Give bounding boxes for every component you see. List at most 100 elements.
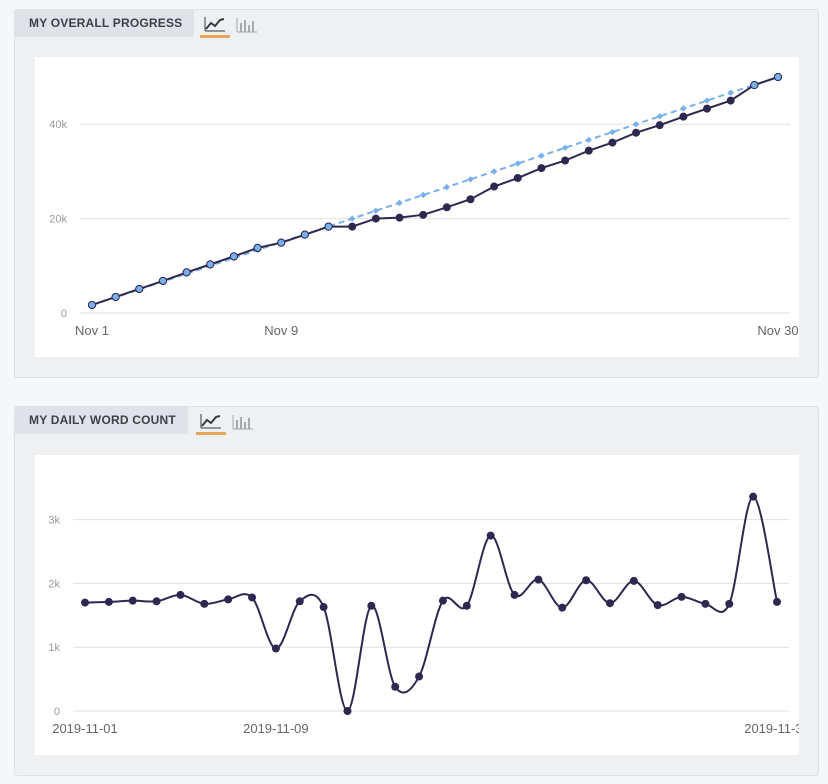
- data-point: [632, 128, 641, 137]
- data-point: [655, 121, 664, 130]
- data-point: [206, 260, 215, 269]
- bar-chart-toggle[interactable]: [228, 409, 258, 435]
- data-point: [371, 214, 380, 223]
- data-point: [605, 599, 614, 608]
- data-point: [182, 268, 191, 277]
- line-chart-toggle[interactable]: [200, 12, 230, 38]
- data-point: [367, 601, 376, 610]
- data-point: [324, 222, 333, 231]
- series-line: [91, 76, 779, 307]
- series-dashed: [88, 73, 782, 309]
- data-point: [87, 300, 97, 310]
- daily-word-count-title: MY DAILY WORD COUNT: [15, 407, 188, 434]
- gridlines: [80, 123, 790, 314]
- overlap-markers: [87, 72, 783, 310]
- data-point: [295, 597, 304, 606]
- line-chart-icon: [204, 16, 225, 31]
- data-point: [442, 203, 451, 212]
- data-point: [727, 89, 734, 96]
- data-point: [419, 191, 427, 199]
- data-point: [609, 128, 616, 136]
- bar-chart-icon: [232, 415, 253, 430]
- x-tick-label: 2019-11-30: [744, 721, 799, 736]
- series-smooth: [81, 492, 781, 715]
- overall-progress-chart-area: 0 20k 40k Nov 1 Nov 9 Nov 30: [35, 57, 799, 357]
- data-point: [773, 597, 781, 606]
- line-chart-icon: [200, 413, 221, 428]
- data-point: [158, 276, 168, 286]
- data-point: [395, 213, 404, 222]
- daily-word-count-chart-area: 0 1k 2k 3k 2019-11-01 2019-11-09 2019-11-30: [35, 455, 810, 755]
- data-point: [677, 592, 686, 601]
- y-tick-label: 0: [61, 308, 67, 320]
- data-point: [701, 599, 710, 608]
- data-point: [462, 601, 471, 610]
- data-point: [372, 207, 380, 214]
- data-point: [128, 596, 137, 605]
- data-point: [104, 597, 113, 606]
- data-point: [443, 183, 451, 191]
- data-point: [277, 238, 286, 247]
- data-point: [466, 195, 475, 204]
- data-point: [224, 595, 233, 604]
- x-tick-label: Nov 30: [757, 323, 798, 338]
- data-point: [725, 599, 734, 608]
- x-tick-label: 2019-11-09: [243, 721, 309, 736]
- data-point: [300, 230, 309, 239]
- data-point: [253, 243, 262, 252]
- series-line: [84, 495, 778, 713]
- data-point: [248, 593, 257, 602]
- data-point: [271, 644, 280, 653]
- data-point: [319, 603, 328, 612]
- data-point: [229, 252, 239, 261]
- y-tick-label: 3k: [48, 515, 60, 527]
- daily-word-count-panel: MY DAILY WORD COUNT 0 1k 2k 3k 2019-11-01 201…: [14, 406, 819, 776]
- data-point: [582, 576, 591, 585]
- data-point: [726, 96, 735, 105]
- data-point: [629, 576, 638, 585]
- data-point: [656, 113, 663, 120]
- data-point: [773, 72, 783, 82]
- data-point: [513, 174, 522, 183]
- data-point: [349, 215, 356, 222]
- data-point: [584, 146, 593, 155]
- data-point: [632, 121, 640, 128]
- data-point: [111, 292, 120, 302]
- data-point: [510, 590, 519, 599]
- data-point: [750, 80, 759, 90]
- overall-progress-title: MY OVERALL PROGRESS: [15, 10, 195, 37]
- overall-progress-panel: MY OVERALL PROGRESS 0 20k 40k Nov 1 Nov 9 Nov…: [14, 9, 819, 378]
- data-point: [415, 672, 424, 681]
- x-tick-label: 2019-11-01: [52, 721, 118, 736]
- data-point: [176, 590, 185, 599]
- data-point: [558, 603, 567, 612]
- data-point: [653, 601, 662, 610]
- y-tick-label: 0: [54, 706, 60, 718]
- data-point: [467, 176, 474, 183]
- bar-chart-toggle[interactable]: [232, 12, 262, 38]
- data-point: [81, 598, 89, 607]
- overall-progress-chart: 0 20k 40k Nov 1 Nov 9 Nov 30: [49, 72, 799, 338]
- line-chart-toggle[interactable]: [196, 409, 226, 435]
- series-line: [91, 76, 779, 306]
- bar-chart-icon: [236, 18, 257, 33]
- x-tick-label: Nov 9: [264, 323, 298, 338]
- data-point: [419, 210, 428, 219]
- data-point: [703, 97, 711, 104]
- data-point: [749, 492, 758, 501]
- data-point: [537, 164, 546, 173]
- data-point: [152, 597, 161, 606]
- gridlines: [73, 519, 789, 712]
- data-point: [680, 105, 687, 112]
- y-tick-label: 40k: [49, 119, 67, 131]
- data-point: [534, 575, 543, 584]
- data-point: [538, 152, 545, 159]
- y-tick-label: 20k: [49, 214, 67, 226]
- data-point: [486, 531, 495, 540]
- data-point: [490, 182, 499, 191]
- data-point: [343, 707, 352, 715]
- y-tick-label: 2k: [48, 578, 60, 590]
- data-point: [135, 284, 144, 294]
- data-point: [490, 168, 498, 175]
- data-point: [703, 104, 712, 113]
